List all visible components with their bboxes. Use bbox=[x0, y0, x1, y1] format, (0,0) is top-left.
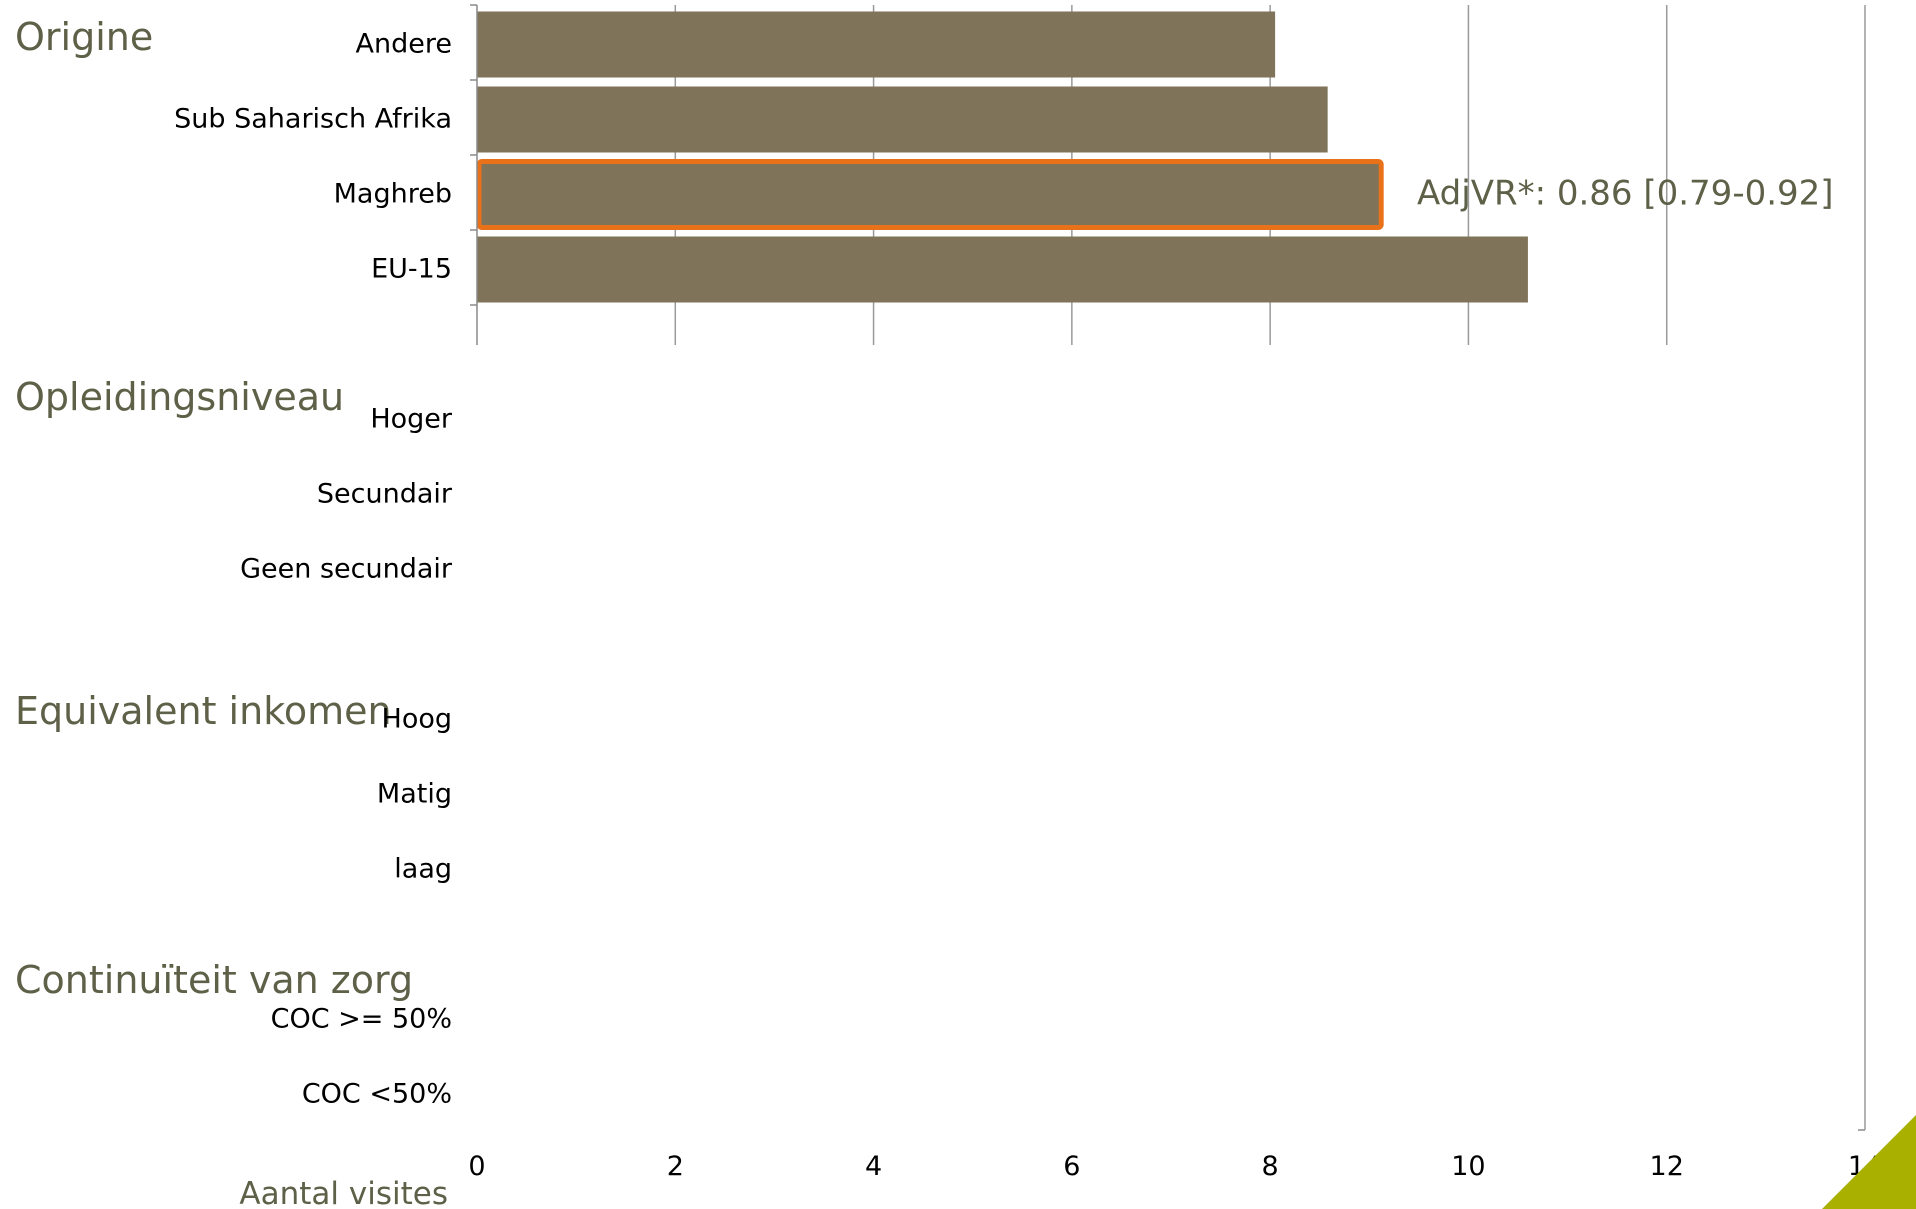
category-label: EU-15 bbox=[371, 254, 452, 285]
section-title: Continuïteit van zorg bbox=[15, 958, 413, 1002]
x-tick-label: 12 bbox=[1650, 1151, 1684, 1182]
x-tick-label: 6 bbox=[1063, 1151, 1080, 1182]
x-tick-label: 0 bbox=[468, 1151, 485, 1182]
category-label: Andere bbox=[356, 29, 452, 60]
category-label: Matig bbox=[377, 779, 452, 810]
axes bbox=[470, 4, 1865, 1131]
x-tick-label: 4 bbox=[865, 1151, 882, 1182]
category-label: Sub Saharisch Afrika bbox=[174, 104, 452, 135]
bars bbox=[476, 11, 1528, 303]
bar bbox=[477, 161, 1382, 228]
section-title: Opleidingsniveau bbox=[15, 375, 344, 419]
category-label: Geen secundair bbox=[240, 554, 453, 585]
section-title: Equivalent inkomen bbox=[15, 689, 392, 733]
x-tick-label: 8 bbox=[1262, 1151, 1279, 1182]
category-label: Hoger bbox=[370, 404, 453, 435]
highlight-outline bbox=[476, 159, 1384, 230]
category-label: Hoog bbox=[382, 704, 452, 735]
bar bbox=[477, 86, 1328, 153]
category-label: Maghreb bbox=[334, 179, 452, 210]
category-label: COC <50% bbox=[302, 1079, 452, 1110]
labels: Origine Andere Sub Saharisch Afrika Maghreb… bbox=[15, 15, 1882, 1209]
corner-accent bbox=[1822, 1115, 1916, 1209]
bar bbox=[477, 11, 1276, 78]
bar bbox=[477, 236, 1528, 303]
category-label: COC >= 50% bbox=[271, 1004, 452, 1035]
annotation-label: AdjVR*: 0.86 [0.79-0.92] bbox=[1417, 174, 1834, 214]
category-label: Secundair bbox=[317, 479, 453, 510]
category-label: laag bbox=[394, 854, 452, 885]
x-axis-title: Aantal visites bbox=[239, 1176, 448, 1209]
section-title: Origine bbox=[15, 15, 153, 59]
x-tick-label: 2 bbox=[667, 1151, 684, 1182]
x-tick-label: 10 bbox=[1451, 1151, 1485, 1182]
